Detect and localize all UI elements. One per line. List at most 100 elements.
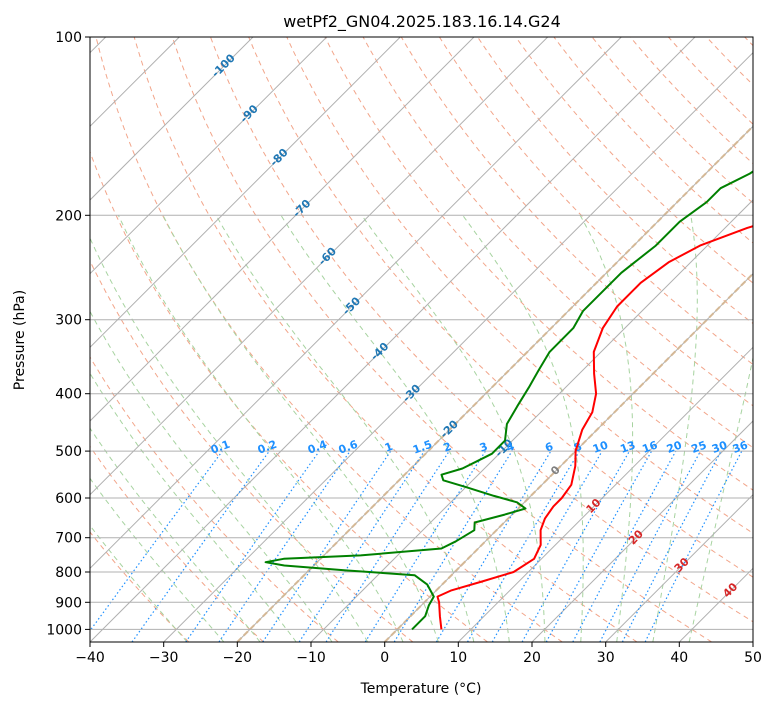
mixing-ratio-label: 1.5 [411, 438, 434, 457]
x-tick-label: 20 [523, 650, 541, 666]
mixing-ratio-label: 36 [731, 438, 750, 456]
mixing-ratio-label: 0.4 [306, 438, 329, 457]
x-tick-label: −20 [223, 650, 253, 666]
chart-title: wetPf2_GN04.2025.183.16.14.G24 [283, 12, 561, 32]
dry-adiabat-line [210, 37, 753, 623]
isotherm-line [752, 641, 753, 642]
moist-adiabat-line [90, 477, 225, 642]
dry-adiabat-line [668, 37, 753, 125]
moist-adiabat-line [90, 524, 188, 642]
pressure-gridlines [90, 37, 753, 630]
mixing-ratio-label: 1 [383, 440, 395, 455]
x-tick-label: 50 [744, 650, 762, 666]
isotherm-line [90, 37, 475, 422]
mixing-ratio-label: 25 [690, 439, 709, 456]
mixing-ratio-line [545, 450, 653, 642]
isotherm-label: -60 [316, 245, 339, 268]
x-tick-label: 40 [670, 650, 688, 666]
dry-adiabat-line [90, 259, 414, 642]
dry-adiabat-line [515, 37, 753, 284]
y-tick-label: 700 [55, 531, 82, 547]
moist-adiabat-line [117, 215, 404, 642]
x-tick-label: 10 [449, 650, 467, 666]
mixing-ratio-label: 2 [442, 440, 454, 455]
mixing-ratio-label: 30 [710, 438, 729, 456]
y-tick-label: 600 [55, 491, 82, 507]
moist-adiabat-line [462, 215, 584, 642]
isotherm-line [678, 567, 753, 642]
moist-adiabat-line [215, 215, 475, 642]
y-tick-label: 500 [55, 444, 82, 460]
profile-series [264, 170, 753, 631]
moist-adiabat-line [280, 215, 510, 642]
background-lines [90, 37, 753, 642]
dry-adiabat-line [171, 37, 712, 642]
special-isotherm-line [236, 124, 753, 642]
dry-adiabat-line [438, 37, 753, 366]
x-tick-label: −30 [149, 650, 179, 666]
mixing-ratio-line [262, 450, 392, 642]
x-tick-label: 30 [597, 650, 615, 666]
mixing-ratio-label: 3 [478, 440, 490, 455]
moist-adiabat-line [361, 215, 546, 642]
isotherm-line [531, 420, 753, 642]
mixing-ratio-line [185, 450, 320, 642]
special-isotherm-line [383, 272, 753, 642]
isotherm-line [163, 51, 753, 642]
mixing-ratio-label: 20 [665, 438, 684, 456]
mixing-ratio-label: 16 [641, 438, 660, 456]
isotherm-line [90, 37, 696, 642]
mixing-ratio-line [325, 450, 450, 642]
y-tick-label: 100 [55, 30, 82, 46]
y-tick-label: 1000 [46, 622, 82, 638]
isoline-labels: -100-90-80-70-60-50-40-30-20-10010203040… [209, 51, 750, 600]
moist-adiabat-line [162, 215, 439, 642]
mixing-ratio-label: 4 [504, 440, 516, 455]
y-axis-title: Pressure (hPa) [12, 290, 28, 390]
mixing-ratio-label: 10 [591, 438, 610, 456]
x-tick-label: 0 [380, 650, 389, 666]
dry-adiabat-line [706, 37, 753, 86]
mixing-ratio-label: 6 [543, 440, 555, 455]
mixing-ratio-line [599, 450, 702, 642]
isotherm-line [384, 272, 753, 642]
dry-adiabat-line [248, 37, 753, 578]
moist-adiabat-line [90, 236, 369, 642]
dry-adiabat-line [90, 356, 339, 642]
dry-adiabat-line [400, 37, 753, 407]
mixing-ratio-label: 0.1 [209, 438, 232, 457]
x-tick-label: −10 [296, 650, 326, 666]
mixing-ratio-line [298, 450, 425, 642]
mixing-ratio-line [521, 450, 631, 642]
mixing-ratio-line [572, 450, 677, 642]
dry-adiabat-line [90, 445, 264, 642]
dry-adiabat-line [90, 150, 488, 642]
dry-adiabat-line [133, 37, 638, 642]
isotherm-line [90, 37, 622, 570]
mixing-ratio-line [90, 450, 223, 632]
moist-adiabat-line [688, 355, 753, 642]
dry-adiabat-line [744, 37, 753, 47]
isotherm-line [605, 493, 753, 642]
isotherm-line [90, 37, 549, 496]
mixing-ratio-line [435, 450, 552, 642]
mixing-ratio-line [393, 450, 513, 642]
mixing-ratio-label: 0.6 [337, 438, 360, 457]
dry-adiabat-line [90, 531, 190, 642]
moist-adiabat-line [90, 372, 297, 642]
moist-adiabat-line [90, 427, 261, 642]
axis-ticks: −40 −30 −20 −10 0 10 20 30 40 5010020030040050060… [46, 30, 762, 666]
moist-adiabat-line [579, 215, 634, 642]
dewpoint-profile-line [264, 170, 753, 631]
moist-adiabat-line [652, 215, 698, 642]
y-tick-label: 200 [55, 208, 82, 224]
isotherm-line [90, 37, 254, 201]
mixing-ratio-label: 0.2 [256, 438, 279, 457]
x-axis-title: Temperature (°C) [360, 681, 482, 697]
mixing-ratio-line [644, 450, 743, 642]
mixing-ratio-line [131, 450, 270, 642]
isotherm-line [90, 37, 401, 349]
x-tick-label: −40 [75, 650, 105, 666]
dry-adiabat-line [591, 37, 753, 204]
